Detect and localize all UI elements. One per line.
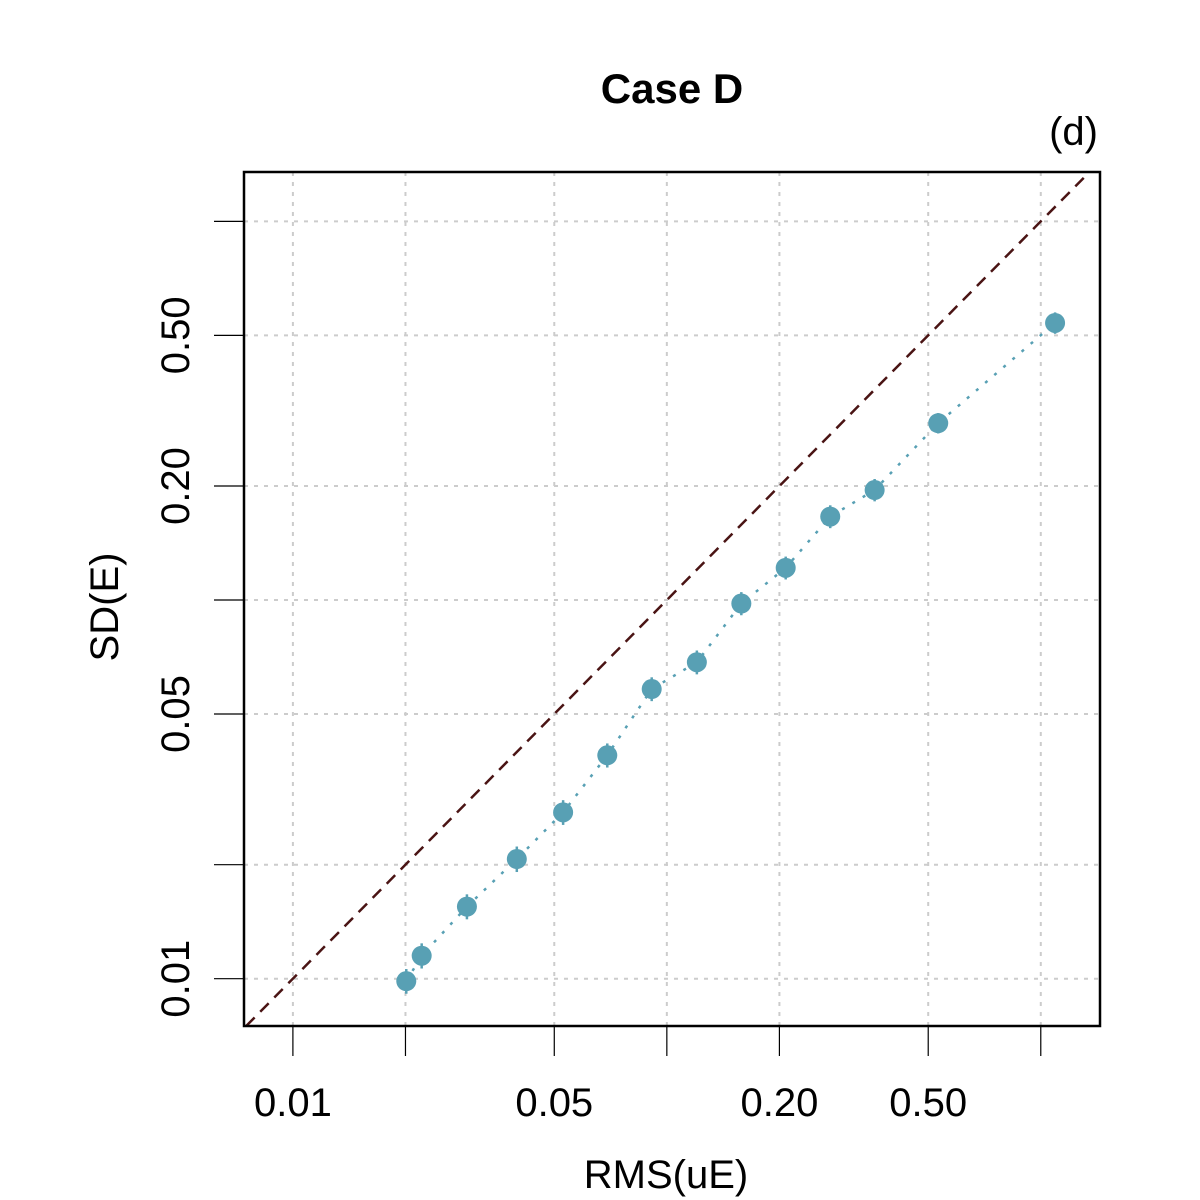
y-axis: 0.01 0.05 0.20 0.50: [154, 220, 243, 1018]
data-point-5: [597, 745, 618, 766]
data-point-7: [686, 652, 707, 673]
x-axis-label: RMS(uE): [584, 1153, 748, 1197]
x-tick-label-2: 0.20: [740, 1081, 818, 1125]
data-point-6: [641, 679, 662, 700]
y-axis-label: SD(E): [83, 553, 127, 662]
data-point-0: [396, 971, 417, 992]
y-tick-label-0: 0.01: [154, 940, 198, 1018]
data-point-9: [775, 557, 796, 578]
data-point-12: [928, 413, 949, 434]
data-point-4: [553, 802, 574, 823]
x-axis: 0.01 0.05 0.20 0.50: [254, 1027, 1042, 1125]
data-point-2: [456, 896, 477, 917]
series-layer: [396, 312, 1066, 994]
plot-frame: [242, 170, 1102, 1028]
reference-line-layer: [245, 171, 1091, 1027]
y-tick-label-3: 0.50: [154, 296, 198, 374]
data-point-10: [820, 506, 841, 527]
data-point-1: [411, 945, 432, 966]
chart-title: Case D: [601, 65, 743, 112]
panel-label: (d): [1049, 110, 1098, 154]
x-tick-label-0: 0.01: [254, 1081, 332, 1125]
series-line-0: [405, 322, 1056, 982]
data-point-11: [864, 480, 885, 501]
y-tick-label-1: 0.05: [154, 675, 198, 753]
identity-line: [245, 171, 1091, 1027]
grid: [244, 172, 1100, 1026]
data-point-13: [1045, 312, 1066, 333]
x-tick-label-3: 0.50: [889, 1081, 967, 1125]
y-tick-label-2: 0.20: [154, 447, 198, 525]
x-tick-label-1: 0.05: [515, 1081, 593, 1125]
data-point-8: [731, 593, 752, 614]
data-point-3: [506, 849, 527, 870]
